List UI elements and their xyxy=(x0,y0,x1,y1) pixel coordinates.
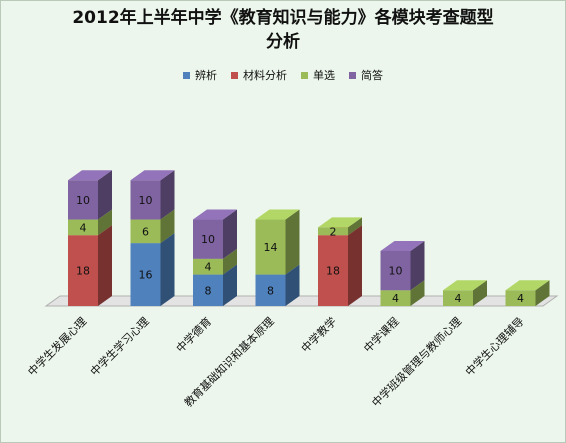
data-label-cat1-series3: 4 xyxy=(80,221,87,234)
data-label-cat2-series1: 16 xyxy=(139,269,153,282)
bar-cat4-series1 xyxy=(255,274,286,306)
bar-cat8-series3-top xyxy=(505,280,550,291)
legend-label-bianxi: 辨析 xyxy=(195,69,217,82)
bar-cat2-series3-side xyxy=(160,209,175,244)
bar-cat5-series2 xyxy=(318,235,348,306)
bar-cat3-series1 xyxy=(193,274,223,306)
bar-cat4-series3-side xyxy=(285,209,300,275)
legend-item-bianxi: 辨析 xyxy=(183,67,217,83)
bar-cat8-series3 xyxy=(505,290,536,306)
bar-cat1-series4 xyxy=(68,180,98,220)
bar-cat3-series3-side xyxy=(223,248,237,275)
category-label-3: 中学德育 xyxy=(173,314,214,355)
bar-cat5-series3-top xyxy=(318,217,362,228)
legend-item-danxuan: 单选 xyxy=(301,67,335,83)
bar-cat6-series4 xyxy=(380,250,411,291)
legend-swatch-danxuan xyxy=(301,71,308,79)
bar-cat6-series3 xyxy=(380,290,411,306)
data-label-cat8-series3: 4 xyxy=(517,292,524,305)
legend-swatch-bianxi xyxy=(183,71,190,79)
category-label-2: 中学生学习心理 xyxy=(87,314,151,378)
bar-cat1-series2-side xyxy=(98,225,112,306)
data-label-cat3-series1: 8 xyxy=(205,284,212,297)
data-label-cat1-series4: 10 xyxy=(76,194,90,207)
category-label-5: 中学教学 xyxy=(298,314,339,355)
bar-cat1-series2 xyxy=(68,235,98,306)
data-label-cat4-series3: 14 xyxy=(264,241,278,254)
bar-cat2-series1-side xyxy=(160,233,175,306)
data-label-cat2-series3: 6 xyxy=(142,225,149,238)
legend-label-cailiao: 材料分析 xyxy=(243,69,287,82)
chart-legend: 辨析 材料分析 单选 简答 xyxy=(183,67,397,83)
data-label-cat5-series2: 18 xyxy=(326,265,340,278)
legend-swatch-jianda xyxy=(349,71,356,79)
data-label-cat7-series3: 4 xyxy=(455,292,462,305)
bar-cat6-series4-top xyxy=(380,240,425,251)
bar-cat1-series3-side xyxy=(98,209,112,236)
bar-cat3-series3 xyxy=(193,258,223,275)
bar-cat8-series3-side xyxy=(535,280,550,306)
bar-cat7-series3 xyxy=(443,290,473,306)
bar-cat4-series3 xyxy=(255,219,286,275)
bar-cat2-series4 xyxy=(130,180,161,220)
bar-cat5-series3-side xyxy=(348,217,362,236)
bar-cat1-series3 xyxy=(68,219,98,236)
chart-floor xyxy=(44,295,559,307)
legend-item-cailiao: 材料分析 xyxy=(231,67,287,83)
bar-cat6-series3-side xyxy=(410,280,425,306)
legend-label-danxuan: 单选 xyxy=(313,69,335,82)
chart-title-line1: 2012年上半年中学《教育知识与能力》各模块考查题型 xyxy=(72,8,494,28)
bar-cat2-series3 xyxy=(130,219,161,244)
data-label-cat6-series3: 4 xyxy=(392,292,399,305)
bar-cat7-series3-side xyxy=(473,280,487,306)
bar-cat7-series3-top xyxy=(443,280,487,291)
bar-cat1-series4-side xyxy=(98,170,112,220)
data-label-cat4-series1: 8 xyxy=(267,284,274,297)
category-label-6: 中学课程 xyxy=(361,314,402,355)
data-label-cat2-series4: 10 xyxy=(139,194,153,207)
legend-swatch-cailiao xyxy=(231,71,238,79)
bar-cat1-series4-top xyxy=(68,170,112,181)
chart-title: 2012年上半年中学《教育知识与能力》各模块考查题型 分析 xyxy=(0,6,566,54)
data-label-cat1-series2: 18 xyxy=(76,265,90,278)
category-label-1: 中学生发展心理 xyxy=(25,314,89,378)
bar-cat2-series4-top xyxy=(130,170,175,181)
bar-cat3-series1-side xyxy=(223,264,237,306)
legend-label-jianda: 简答 xyxy=(361,69,383,82)
data-label-cat3-series4: 10 xyxy=(201,233,215,246)
data-label-cat6-series4: 10 xyxy=(389,265,403,278)
bar-cat6-series4-side xyxy=(410,240,425,291)
bar-cat2-series4-side xyxy=(160,170,175,220)
bar-cat5-series2-side xyxy=(348,225,362,306)
bar-cat2-series1 xyxy=(130,243,161,306)
bar-cat3-series4-side xyxy=(223,209,237,259)
chart-title-line2: 分析 xyxy=(266,32,300,52)
category-label-8: 中学生心理辅导 xyxy=(462,314,526,378)
bar-cat5-series3 xyxy=(318,227,348,236)
bar-cat3-series4-top xyxy=(193,209,237,220)
data-label-cat5-series3: 2 xyxy=(330,225,337,238)
data-label-cat3-series3: 4 xyxy=(205,261,212,274)
bar-cat4-series1-side xyxy=(285,264,300,306)
bar-cat3-series4 xyxy=(193,219,223,259)
legend-item-jianda: 简答 xyxy=(349,67,383,83)
bar-cat4-series3-top xyxy=(255,209,300,220)
